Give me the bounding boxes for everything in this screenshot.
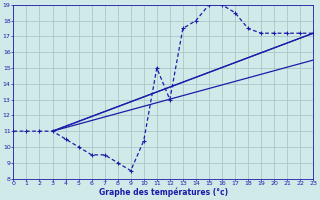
X-axis label: Graphe des températures (°c): Graphe des températures (°c) (99, 188, 228, 197)
